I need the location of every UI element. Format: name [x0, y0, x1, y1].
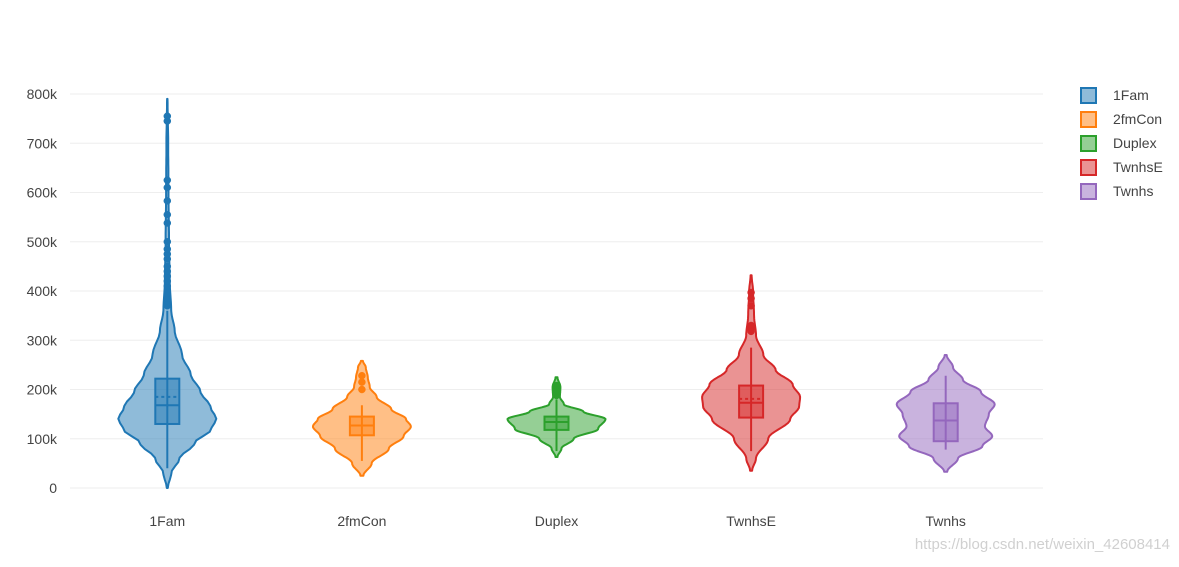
outlier-point: [358, 371, 366, 380]
legend-label: Twnhs: [1113, 183, 1153, 199]
violin-box: [154, 377, 181, 425]
legend-label: Duplex: [1113, 135, 1157, 151]
outlier-point: [358, 385, 366, 394]
y-tick-label: 600k: [27, 185, 58, 201]
y-tick-label: 100k: [27, 431, 58, 447]
outlier-point: [163, 112, 172, 120]
outlier-point: [163, 176, 172, 184]
violins: [117, 97, 996, 489]
legend-swatch: [1080, 111, 1097, 128]
y-tick-label: 400k: [27, 283, 58, 299]
legend-item-duplex[interactable]: Duplex: [1080, 135, 1157, 152]
legend-item-1fam[interactable]: 1Fam: [1080, 87, 1149, 104]
gridlines: [70, 93, 1043, 489]
outlier-point: [163, 219, 172, 227]
y-tick-label: 200k: [27, 382, 58, 398]
violin-twnhs: [895, 354, 996, 473]
violin-1fam: [117, 97, 218, 489]
y-tick-label: 300k: [27, 332, 58, 348]
outlier-point: [163, 262, 172, 271]
x-tick-label: Twnhs: [925, 513, 965, 529]
y-axis: 0 100k 200k 300k 400k 500k 600k 700k 800k: [27, 86, 58, 496]
y-tick-label: 800k: [27, 86, 58, 102]
violin-twnhse: [701, 274, 802, 472]
outlier-point: [163, 245, 172, 253]
legend-label: TwnhsE: [1113, 159, 1163, 175]
violin-box: [738, 384, 765, 419]
violin-box: [543, 415, 570, 431]
outlier-point: [747, 321, 755, 330]
x-tick-label: Duplex: [535, 513, 579, 529]
legend-label: 2fmCon: [1113, 111, 1162, 127]
legend-item-twnhs[interactable]: Twnhs: [1080, 183, 1153, 200]
x-tick-label: 1Fam: [149, 513, 185, 529]
outlier-point: [552, 381, 561, 390]
legend-swatch: [1080, 183, 1097, 200]
violin-box: [932, 402, 959, 443]
legend-item-twnhse[interactable]: TwnhsE: [1080, 159, 1163, 176]
x-tick-label: TwnhsE: [726, 513, 776, 529]
watermark-text: https://blog.csdn.net/weixin_42608414: [915, 536, 1170, 553]
legend-swatch: [1080, 159, 1097, 176]
legend-swatch: [1080, 135, 1097, 152]
y-tick-label: 700k: [27, 135, 58, 151]
y-tick-label: 0: [49, 480, 57, 496]
outlier-point: [163, 238, 172, 246]
outlier-point: [747, 288, 755, 297]
violin-2fmcon: [312, 359, 412, 477]
x-tick-label: 2fmCon: [337, 513, 386, 529]
legend-item-2fmcon[interactable]: 2fmCon: [1080, 111, 1162, 128]
x-axis: 1Fam 2fmCon Duplex TwnhsE Twnhs: [149, 513, 966, 529]
legend-swatch: [1080, 87, 1097, 104]
y-tick-label: 500k: [27, 234, 58, 250]
outlier-point: [163, 210, 172, 219]
outlier-point: [358, 378, 366, 386]
outlier-point: [747, 302, 755, 310]
legend-label: 1Fam: [1113, 87, 1149, 103]
violin-duplex: [506, 376, 607, 458]
outlier-point: [163, 197, 172, 205]
legend[interactable]: 1Fam 2fmCon Duplex TwnhsE Twnhs: [1080, 87, 1163, 200]
outlier-point: [163, 183, 172, 192]
